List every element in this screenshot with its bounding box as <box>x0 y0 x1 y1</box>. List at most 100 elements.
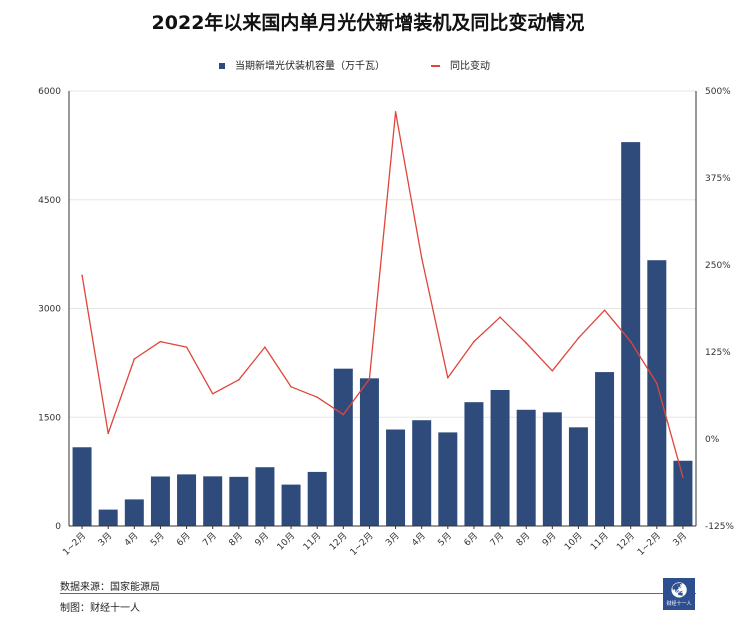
x-tick-label: 3月 <box>96 530 114 548</box>
y-left-tick-label: 1500 <box>38 413 61 423</box>
bar-series <box>72 142 693 527</box>
bar <box>412 420 432 526</box>
line-point <box>447 376 449 379</box>
bar <box>386 429 406 526</box>
line-point <box>211 392 214 395</box>
bar <box>307 471 327 526</box>
bar <box>673 460 693 526</box>
line-point <box>656 382 658 385</box>
line-point <box>133 358 136 360</box>
y-right-tick-label: 250% <box>705 261 731 271</box>
bar <box>647 260 667 526</box>
bar <box>255 467 275 526</box>
bar <box>359 378 379 526</box>
brand-logo: 🌏︎ 财经十一人 <box>663 578 695 610</box>
line-point <box>368 378 371 380</box>
bar <box>621 142 641 527</box>
line-point <box>159 340 162 343</box>
line-series <box>81 111 684 479</box>
bar-swatch-icon <box>219 63 225 69</box>
bar <box>98 509 118 526</box>
x-tick-label: 9月 <box>540 530 558 548</box>
chart-maker: 制图：财经十一人 <box>60 603 140 614</box>
legend: 当期新增光伏装机容量（万千瓦） 同比变动 <box>0 57 736 73</box>
x-tick-label: 10月 <box>275 530 297 552</box>
bar <box>464 402 484 526</box>
logo-text: 财经十一人 <box>666 601 692 607</box>
bar <box>124 499 144 526</box>
line-point <box>629 340 632 343</box>
x-tick-label: 8月 <box>227 530 245 548</box>
bar <box>542 412 562 526</box>
line-point <box>420 257 423 259</box>
x-tick-label: 12月 <box>615 530 637 552</box>
footer-divider <box>60 593 696 594</box>
bar <box>229 476 249 526</box>
legend-bar-label: 当期新增光伏装机容量（万千瓦） <box>235 61 385 72</box>
x-tick-label: 10月 <box>562 530 584 552</box>
chart-title: 2022年以来国内单月光伏新增装机及同比变动情况 <box>151 12 585 34</box>
line-point <box>107 432 109 435</box>
yoy-line <box>81 111 684 478</box>
x-tick-label: 11月 <box>301 530 323 552</box>
x-tick-label: 6月 <box>174 530 192 548</box>
bar <box>281 484 301 526</box>
line-point <box>316 396 318 399</box>
line-swatch-icon <box>431 65 440 67</box>
legend-line-label: 同比变动 <box>450 61 490 72</box>
x-tick-label: 6月 <box>462 530 480 548</box>
line-point <box>682 476 684 479</box>
line-point <box>238 379 240 381</box>
legend-item-line[interactable]: 同比变动 <box>431 57 490 72</box>
gridlines <box>69 90 696 418</box>
bar <box>333 368 353 526</box>
line-point <box>185 346 188 348</box>
x-tick-label: 9月 <box>253 530 271 548</box>
line-point <box>499 316 501 319</box>
legend-item-bar[interactable]: 当期新增光伏装机容量（万千瓦） <box>219 57 385 72</box>
y-right-tick-label: 125% <box>705 348 731 358</box>
y-left-tick-label: 6000 <box>38 87 61 97</box>
line-point <box>394 111 397 113</box>
y-left-tick-label: 4500 <box>38 196 61 206</box>
x-tick-label: 12月 <box>327 530 349 552</box>
line-point <box>551 369 554 372</box>
bar <box>595 372 615 526</box>
line-point <box>577 337 580 339</box>
y-right-tick-label: 375% <box>705 174 731 184</box>
line-point <box>525 342 527 344</box>
data-source: 数据来源：国家能源局 <box>60 582 160 593</box>
y-left-tick-label: 3000 <box>38 305 61 315</box>
y-right-tick-label: 500% <box>705 87 731 97</box>
bar <box>516 409 536 526</box>
x-tick-label: 7月 <box>488 530 506 548</box>
bar <box>438 432 458 526</box>
x-tick-label: 3月 <box>671 530 689 548</box>
y-right-tick-label: 0% <box>705 435 720 445</box>
y-left-tick-label: 0 <box>55 522 61 532</box>
x-tick-label: 7月 <box>201 530 219 548</box>
x-tick-label: 1~2月 <box>635 530 663 558</box>
line-point <box>603 309 606 312</box>
line-point <box>342 413 345 416</box>
bar <box>203 476 223 526</box>
bar <box>568 427 588 526</box>
line-point <box>264 346 266 348</box>
line-point <box>290 386 292 388</box>
line-point <box>81 274 83 277</box>
x-tick-label: 1~2月 <box>348 530 376 558</box>
bar <box>177 474 197 526</box>
x-tick-label: 4月 <box>410 530 428 548</box>
x-tick-label: 1~2月 <box>61 530 89 558</box>
x-tick-label: 11月 <box>588 530 610 552</box>
bar <box>150 476 170 526</box>
x-tick-label: 3月 <box>383 530 401 548</box>
x-tick-label: 5月 <box>148 530 166 548</box>
axes <box>68 91 697 529</box>
bar <box>490 389 510 526</box>
x-tick-label: 4月 <box>122 530 140 548</box>
line-point <box>473 340 475 343</box>
y-right-tick-label: -125% <box>705 522 734 532</box>
x-tick-label: 8月 <box>514 530 532 548</box>
